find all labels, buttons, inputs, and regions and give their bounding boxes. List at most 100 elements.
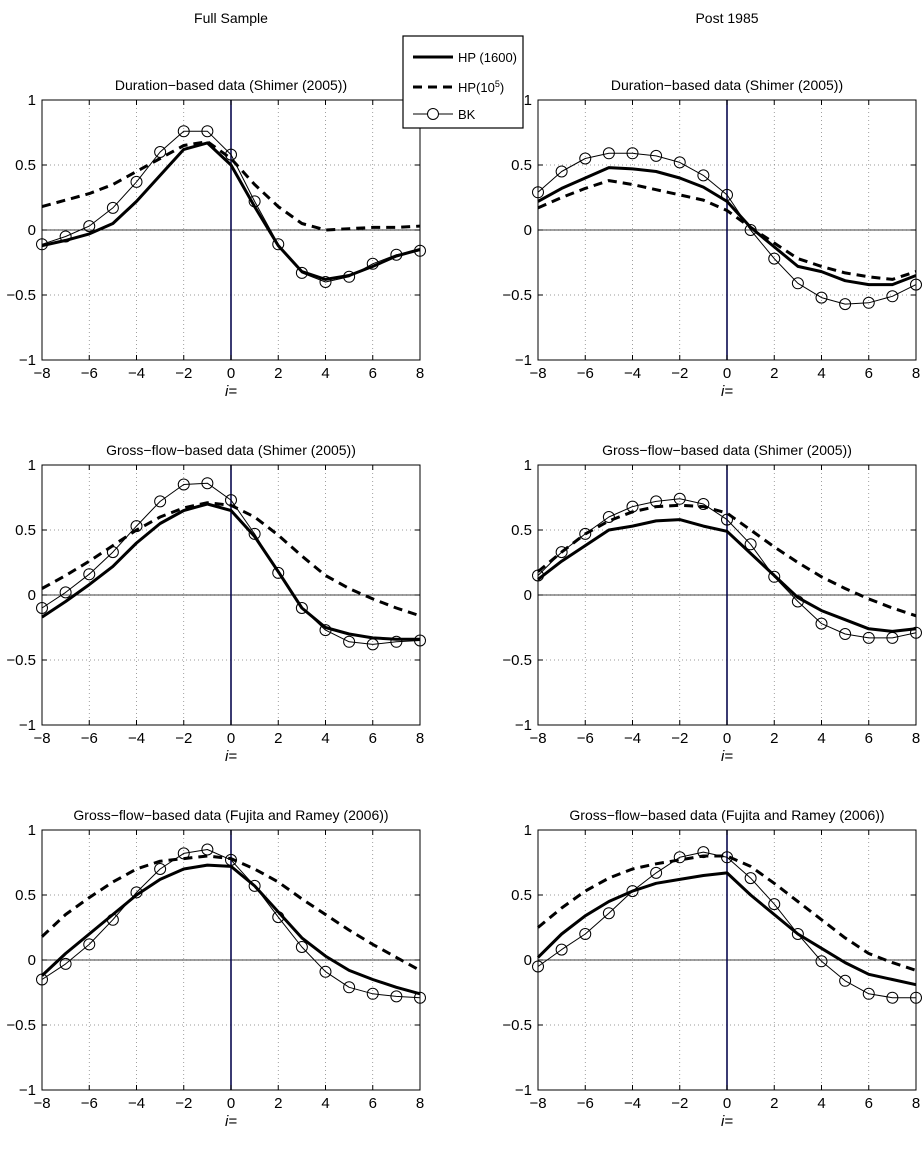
series-point	[626, 500, 639, 513]
series-point	[886, 290, 899, 303]
x-tick-label: −6	[577, 1095, 594, 1112]
series-point	[721, 513, 733, 526]
x-tick-label: −2	[671, 365, 688, 382]
series-point	[744, 872, 757, 885]
series-point	[295, 602, 308, 614]
x-tick-label: 2	[770, 365, 778, 382]
y-tick-label: −1	[515, 717, 532, 734]
x-tick-label: −4	[624, 1095, 641, 1112]
series-point	[366, 257, 379, 270]
x-tick-label: 6	[865, 1095, 873, 1112]
series-point	[106, 913, 119, 926]
x-axis-label: i=	[225, 383, 237, 400]
x-axis-label: i=	[721, 1113, 733, 1130]
series-point	[602, 907, 615, 920]
series-point	[886, 991, 899, 1004]
chart-panel-1: −8 −6 −4 −2 0 2 4 6 8 −1 −0.5 0 0.5 1 Duration−based d…	[6, 77, 426, 400]
y-tick-label: 1	[524, 457, 532, 474]
series-point	[201, 477, 214, 490]
legend-marker	[427, 108, 439, 120]
series-point	[862, 631, 875, 644]
x-tick-label: −8	[529, 365, 546, 382]
legend-label-3: BK	[458, 107, 476, 122]
x-tick-label: 4	[321, 1095, 329, 1112]
x-axis-label: i=	[225, 748, 237, 765]
series-point	[650, 866, 663, 879]
x-tick-label: 6	[369, 1095, 377, 1112]
x-tick-label: 2	[274, 730, 282, 747]
series-point	[154, 495, 167, 508]
series-point	[83, 568, 96, 581]
x-tick-label: −8	[529, 730, 546, 747]
x-tick-label: −6	[577, 365, 594, 382]
chart-title: Gross−flow−based data (Shimer (2005))	[106, 442, 356, 458]
series-point	[555, 546, 568, 559]
x-tick-label: −2	[671, 1095, 688, 1112]
series-point	[130, 520, 143, 533]
series-point	[319, 276, 332, 288]
y-tick-label: −1	[19, 352, 36, 369]
series-point	[721, 851, 733, 864]
series-point	[106, 201, 119, 214]
y-tick-label: 1	[524, 822, 532, 839]
x-tick-label: 8	[416, 730, 424, 747]
y-tick-label: −1	[515, 352, 532, 369]
series-point	[390, 990, 403, 1003]
chart-panel-5: −8 −6 −4 −2 0 2 4 6 8 −1 −0.5 0 0.5 1 Gross−flow−based…	[6, 807, 426, 1130]
x-tick-label: 2	[770, 1095, 778, 1112]
x-tick-label: −8	[33, 365, 50, 382]
series-point	[673, 492, 686, 505]
series-point	[59, 957, 72, 970]
x-tick-label: 0	[227, 365, 235, 382]
x-tick-label: −4	[128, 1095, 145, 1112]
chart-title: Duration−based data (Shimer (2005))	[115, 77, 347, 93]
series-line-2	[40, 854, 421, 972]
x-tick-label: 8	[912, 365, 920, 382]
y-tick-label: 0.5	[15, 522, 36, 539]
x-tick-label: 2	[274, 1095, 282, 1112]
series-line-1	[536, 871, 917, 987]
y-tick-label: −1	[19, 1082, 36, 1099]
x-tick-label: −8	[33, 1095, 50, 1112]
x-tick-label: −2	[175, 1095, 192, 1112]
chart-title: Duration−based data (Shimer (2005))	[611, 77, 843, 93]
legend-superscript: 5	[495, 79, 500, 89]
y-tick-label: 0	[28, 952, 36, 969]
series-point	[130, 886, 143, 899]
series-point	[650, 495, 663, 508]
x-tick-label: −2	[175, 365, 192, 382]
series-point	[839, 628, 852, 640]
series-point	[626, 885, 639, 898]
x-tick-label: 8	[416, 1095, 424, 1112]
series-point	[343, 635, 356, 648]
x-tick-label: −6	[81, 365, 98, 382]
series-point	[791, 928, 804, 940]
series-line-1	[41, 502, 420, 641]
series-line-3	[537, 851, 916, 999]
series-point	[248, 195, 261, 208]
series-point	[839, 298, 852, 311]
series-point	[697, 169, 710, 182]
series-point	[177, 847, 190, 860]
series-point	[791, 277, 804, 290]
series-point	[697, 846, 710, 859]
series-point	[295, 941, 308, 953]
y-tick-label: 1	[524, 92, 532, 109]
series-point	[697, 498, 710, 510]
x-tick-label: 0	[723, 1095, 731, 1112]
series-point	[272, 238, 285, 251]
x-tick-label: 4	[817, 1095, 825, 1112]
series-point	[579, 527, 592, 540]
series-point	[59, 230, 72, 243]
x-tick-label: 6	[369, 365, 377, 382]
x-tick-label: −4	[624, 730, 641, 747]
y-tick-label: 0	[524, 952, 532, 969]
series-point	[579, 152, 592, 165]
y-tick-label: −1	[19, 717, 36, 734]
series-point	[555, 943, 568, 956]
chart-title: Gross−flow−based data (Fujita and Ramey …	[73, 807, 388, 823]
chart-panel-2: −8 −6 −4 −2 0 2 4 6 8 −1 −0.5 0 0.5 1 Duration−based d…	[502, 77, 922, 400]
series-point	[177, 478, 190, 491]
chart-panel-6: −8 −6 −4 −2 0 2 4 6 8 −1 −0.5 0 0.5 1 Gross−flow−based…	[502, 807, 922, 1130]
